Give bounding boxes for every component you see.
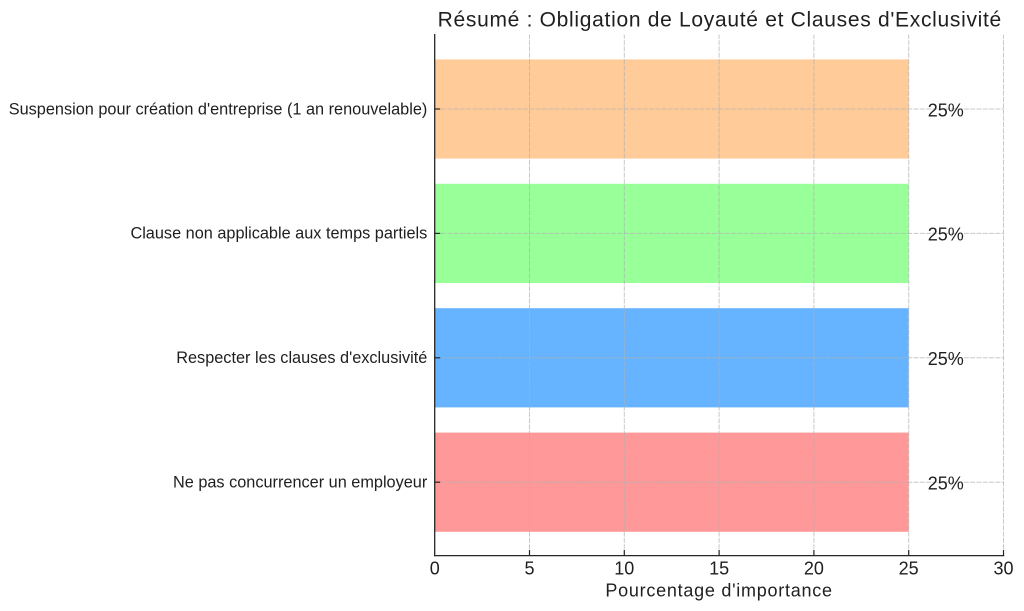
svg-text:Suspension pour création d'ent: Suspension pour création d'entreprise (1… <box>9 100 428 118</box>
svg-text:15: 15 <box>709 558 729 578</box>
svg-text:25%: 25% <box>928 225 964 245</box>
svg-text:Respecter les clauses d'exclus: Respecter les clauses d'exclusivité <box>176 349 427 367</box>
svg-text:5: 5 <box>524 558 534 578</box>
svg-text:20: 20 <box>804 558 824 578</box>
svg-text:0: 0 <box>430 558 440 578</box>
svg-text:Ne pas concurrencer un employe: Ne pas concurrencer un employeur <box>173 474 428 492</box>
svg-text:25%: 25% <box>928 349 964 369</box>
svg-text:Pourcentage d'importance: Pourcentage d'importance <box>605 581 832 601</box>
svg-text:25%: 25% <box>928 100 964 120</box>
svg-text:Résumé : Obligation de Loyauté: Résumé : Obligation de Loyauté et Clause… <box>438 8 1002 31</box>
svg-text:30: 30 <box>993 558 1013 578</box>
svg-text:Clause non applicable aux temp: Clause non applicable aux temps partiels <box>130 225 427 243</box>
svg-text:25: 25 <box>899 558 919 578</box>
svg-text:10: 10 <box>614 558 634 578</box>
svg-text:25%: 25% <box>928 474 964 494</box>
